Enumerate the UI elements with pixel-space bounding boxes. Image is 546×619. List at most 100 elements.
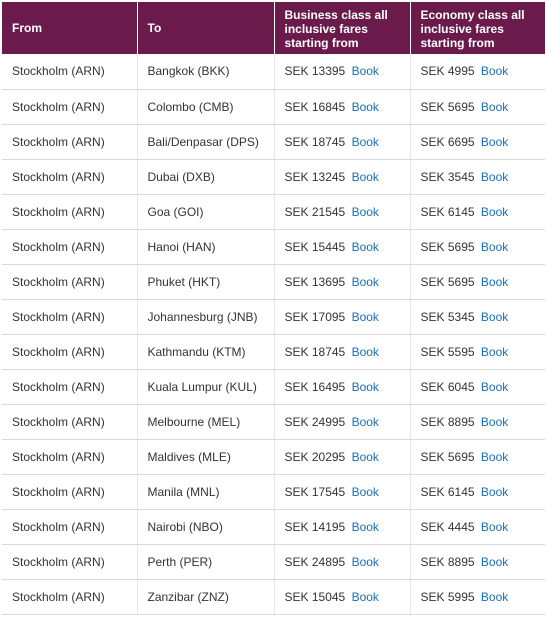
economy-fare-cell: SEK 4445 Book [409,509,545,545]
origin-cell-text: Stockholm (ARN) [12,169,105,184]
book-link[interactable]: Book [480,519,509,534]
book-link[interactable]: Book [480,449,509,464]
table-row: Stockholm (ARN) Nairobi (NBO) SEK 14195 Bo… [2,509,545,545]
business-fare-cell-text: SEK 21545 [284,204,346,219]
book-link[interactable]: Book [480,169,509,184]
book-link[interactable]: Book [480,589,509,604]
economy-fare-cell: SEK 3545 Book [409,159,545,195]
book-link[interactable]: Book [480,379,509,394]
destination-cell: Colombo (CMB) [136,89,274,125]
destination-cell: Perth (PER) [136,544,274,580]
business-fare-cell-text: SEK 24995 [284,414,346,429]
destination-cell-text: Dubai (DXB) [147,169,215,184]
book-link[interactable]: Book [351,134,379,149]
book-link[interactable]: Book [480,239,509,254]
book-link[interactable]: Book [480,204,509,219]
destination-cell: Manila (MNL) [136,474,274,510]
book-link[interactable]: Book [351,554,379,569]
origin-cell: Stockholm (ARN) [2,299,137,335]
business-fare-cell-text: SEK 13695 [284,274,346,289]
book-link[interactable]: Book [480,554,509,569]
destination-cell-text: Phuket (HKT) [147,274,221,289]
destination-cell: Maldives (MLE) [136,439,274,475]
book-link[interactable]: Book [351,169,379,184]
book-link[interactable]: Book [480,134,509,149]
origin-cell-text: Stockholm (ARN) [12,309,105,324]
origin-cell: Stockholm (ARN) [2,544,137,580]
book-link[interactable]: Book [351,414,379,429]
table-row: Stockholm (ARN) Dubai (DXB) SEK 13245 Book… [2,159,545,195]
book-link[interactable]: Book [480,274,509,289]
book-link[interactable]: Book [351,589,379,604]
origin-cell-text: Stockholm (ARN) [12,344,105,359]
origin-cell-text: Stockholm (ARN) [12,589,105,604]
economy-fare-cell-text: SEK 5345 [420,309,475,324]
book-link[interactable]: Book [351,449,379,464]
destination-cell: Bali/Denpasar (DPS) [136,124,274,160]
business-fare-cell-text: SEK 20295 [284,449,346,464]
economy-fare-cell: SEK 5695 Book [409,89,545,125]
origin-cell-text: Stockholm (ARN) [12,554,105,569]
book-link[interactable]: Book [351,99,379,114]
business-fare-cell: SEK 16495 Book [273,369,410,405]
business-fare-cell-text: SEK 18745 [284,344,346,359]
origin-cell: Stockholm (ARN) [2,89,137,125]
origin-cell-text: Stockholm (ARN) [12,239,105,254]
origin-cell-text: Stockholm (ARN) [12,134,105,149]
table-row: Stockholm (ARN) Bangkok (BKK) SEK 13395 Bo… [2,54,545,90]
business-fare-cell: SEK 14195 Book [273,509,410,545]
book-link[interactable]: Book [480,484,509,499]
book-link[interactable]: Book [351,309,379,324]
book-link[interactable]: Book [351,239,379,254]
economy-fare-cell: SEK 5595 Book [409,334,545,370]
economy-fare-cell: SEK 4995 Book [409,54,545,90]
economy-fare-cell-text: SEK 6145 [420,204,475,219]
economy-fare-cell-text: SEK 5695 [420,99,475,114]
book-link[interactable]: Book [480,309,509,324]
economy-fare-cell: SEK 6695 Book [409,124,545,160]
business-fare-cell-text: SEK 15445 [284,239,346,254]
table-body: Stockholm (ARN) Bangkok (BKK) SEK 13395 Bo… [2,54,545,615]
origin-cell: Stockholm (ARN) [2,54,137,90]
business-fare-cell: SEK 13695 Book [273,264,410,300]
business-fare-cell-text: SEK 13395 [284,64,346,79]
book-link[interactable]: Book [480,64,509,79]
economy-fare-cell-text: SEK 6145 [420,484,475,499]
business-fare-cell: SEK 15445 Book [273,229,410,265]
business-fare-cell: SEK 17095 Book [273,299,410,335]
book-link[interactable]: Book [351,204,379,219]
economy-fare-cell-text: SEK 5695 [420,239,475,254]
origin-cell: Stockholm (ARN) [2,159,137,195]
book-link[interactable]: Book [480,344,509,359]
origin-cell: Stockholm (ARN) [2,369,137,405]
book-link[interactable]: Book [351,344,379,359]
book-link[interactable]: Book [351,379,379,394]
business-fare-cell-text: SEK 16495 [284,379,346,394]
destination-cell-text: Johannesburg (JNB) [147,309,258,324]
origin-cell: Stockholm (ARN) [2,439,137,475]
origin-cell: Stockholm (ARN) [2,194,137,230]
destination-cell: Dubai (DXB) [136,159,274,195]
book-link[interactable]: Book [351,274,379,289]
table-header: From To Business class all inclusive far… [2,2,545,54]
table-row: Stockholm (ARN) Zanzibar (ZNZ) SEK 15045 B… [2,579,545,615]
book-link[interactable]: Book [480,99,509,114]
business-fare-cell: SEK 21545 Book [273,194,410,230]
book-link[interactable]: Book [351,519,379,534]
economy-fare-cell-text: SEK 4995 [420,64,475,79]
business-fare-cell: SEK 17545 Book [273,474,410,510]
book-link[interactable]: Book [480,414,509,429]
book-link[interactable]: Book [351,64,379,79]
book-link[interactable]: Book [351,484,379,499]
origin-cell: Stockholm (ARN) [2,229,137,265]
business-fare-cell: SEK 13245 Book [273,159,410,195]
table-row: Stockholm (ARN) Melbourne (MEL) SEK 24995 … [2,404,545,440]
economy-fare-cell: SEK 5995 Book [409,579,545,615]
origin-cell: Stockholm (ARN) [2,509,137,545]
economy-fare-cell-text: SEK 5995 [420,589,475,604]
header-business-fare: Business class all inclusive fares start… [274,2,411,54]
economy-fare-cell: SEK 6145 Book [409,474,545,510]
origin-cell-text: Stockholm (ARN) [12,414,105,429]
origin-cell: Stockholm (ARN) [2,264,137,300]
economy-fare-cell: SEK 5695 Book [409,264,545,300]
